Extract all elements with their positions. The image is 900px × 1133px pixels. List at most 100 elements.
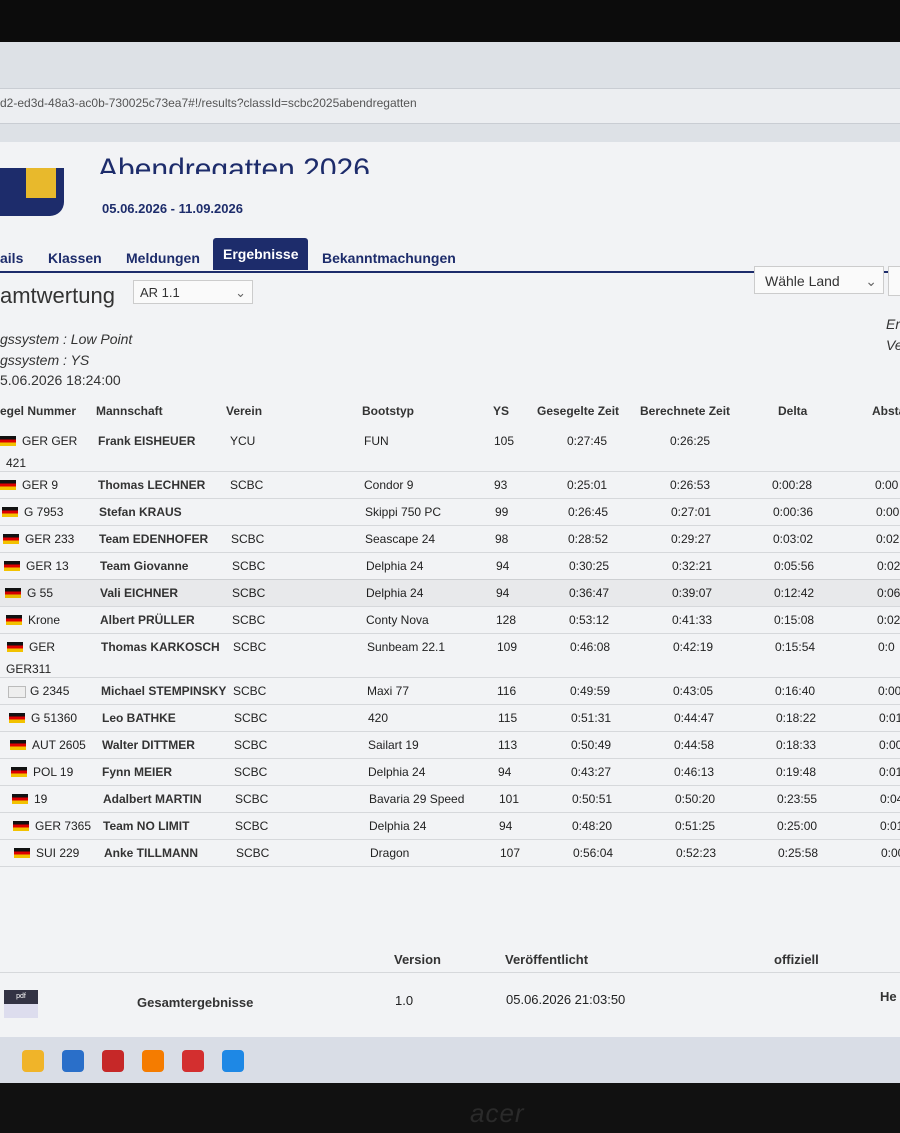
cell-club: SCBC	[235, 819, 269, 833]
search-box[interactable]	[888, 266, 900, 296]
taskbar-icon[interactable]	[222, 1050, 244, 1072]
flag	[4, 561, 20, 571]
cell-boat: Bavaria 29 Speed	[369, 792, 465, 806]
race-select[interactable]: AR 1.1 ⌄	[133, 280, 253, 304]
cell-sailed: 0:50:49	[571, 738, 612, 752]
cell-crew: Team NO LIMIT	[103, 819, 190, 833]
sail-number-wrap: 421	[6, 456, 27, 470]
sail-number: G 55	[27, 586, 54, 600]
cell-ys: 94	[499, 819, 513, 833]
info-right: Ve	[886, 337, 900, 353]
taskbar-icon[interactable]	[102, 1050, 124, 1072]
nav-tab[interactable]: Klassen	[48, 250, 102, 266]
row-divider	[0, 839, 900, 840]
cell-ys: 98	[495, 532, 509, 546]
column-header: Berechnete Zeit	[640, 404, 731, 418]
taskbar-icon[interactable]	[22, 1050, 44, 1072]
sail-number: Krone	[28, 613, 61, 627]
column-header: egel Nummer	[0, 404, 77, 418]
cell-boat: Dragon	[370, 846, 410, 860]
cell-boat: Skippi 750 PC	[365, 505, 442, 519]
cell-crew: Walter DITTMER	[102, 738, 195, 752]
cell-computed: 0:46:13	[674, 765, 715, 779]
cell-computed: 0:43:05	[673, 684, 714, 698]
cell-computed: 0:26:53	[670, 478, 711, 492]
cell-ys: 115	[498, 711, 518, 725]
sail-number: GER	[29, 640, 56, 654]
nav-tab[interactable]: Ergebnisse	[213, 238, 309, 270]
event-title: Abendregatten 2026	[98, 153, 370, 174]
cell-sailed: 0:48:20	[572, 819, 613, 833]
cell-gap: 0:02	[877, 559, 900, 573]
cell-club: SCBC	[232, 559, 266, 573]
cell-computed: 0:27:01	[671, 505, 712, 519]
cell-gap: 0:02	[877, 613, 900, 627]
flag	[14, 848, 30, 858]
cell-boat: Sunbeam 22.1	[367, 640, 446, 654]
cell-sailed: 0:49:59	[570, 684, 611, 698]
nav-tab[interactable]: Bekanntmachungen	[322, 250, 456, 266]
logo-accent	[26, 168, 56, 198]
row-divider	[0, 606, 900, 607]
cell-ys: 107	[500, 846, 521, 860]
doc-name[interactable]: Gesamtergebnisse	[137, 995, 254, 1010]
cell-computed: 0:29:27	[671, 532, 712, 546]
cell-sailed: 0:36:47	[569, 586, 610, 600]
cell-gap: 0:01	[879, 765, 900, 779]
cell-crew: Thomas LECHNER	[98, 478, 206, 492]
cell-computed: 0:41:33	[672, 613, 713, 627]
sail-number: GER 9	[22, 478, 59, 492]
cell-gap: 0:00	[875, 478, 899, 492]
pdf-icon[interactable]: pdf	[4, 990, 38, 1018]
nav-tab[interactable]: Meldungen	[126, 250, 200, 266]
flag	[10, 740, 26, 750]
cell-crew: Stefan KRAUS	[99, 505, 182, 519]
flag	[9, 713, 25, 723]
cell-computed: 0:39:07	[672, 586, 713, 600]
cell-crew: Adalbert MARTIN	[103, 792, 202, 806]
cell-computed: 0:32:21	[672, 559, 713, 573]
address-bar[interactable]	[0, 88, 900, 124]
column-header: Delta	[778, 404, 808, 418]
cell-gap: 0:00	[881, 846, 900, 860]
cell-delta: 0:15:54	[775, 640, 816, 654]
cell-sailed: 0:46:08	[570, 640, 611, 654]
flag	[12, 794, 28, 804]
column-header: Bootstyp	[362, 404, 414, 418]
taskbar	[0, 1037, 900, 1083]
cell-sailed: 0:43:27	[571, 765, 612, 779]
sail-number: GER 13	[26, 559, 69, 573]
taskbar-icon[interactable]	[142, 1050, 164, 1072]
nav-underline	[0, 271, 900, 273]
cell-delta: 0:15:08	[774, 613, 815, 627]
chevron: ⌄	[235, 285, 246, 300]
cell-sailed: 0:50:51	[572, 792, 613, 806]
cell-ys: 116	[497, 684, 517, 698]
cell-sailed: 0:27:45	[567, 434, 608, 448]
taskbar-icon[interactable]	[182, 1050, 204, 1072]
nav-tab[interactable]: ails	[0, 250, 24, 266]
cell-sailed: 0:25:01	[567, 478, 608, 492]
cell-club: SCBC	[232, 586, 266, 600]
cell-computed: 0:52:23	[676, 846, 717, 860]
flag	[0, 480, 16, 490]
cell-crew: Anke TILLMANN	[104, 846, 198, 860]
sail-number: GER 233	[25, 532, 75, 546]
flag	[2, 507, 18, 517]
cell-gap: 0:00	[879, 738, 900, 752]
cell-ys: 99	[495, 505, 509, 519]
select-value: AR 1.1	[140, 285, 180, 300]
sail-number-wrap: GER311	[6, 662, 52, 676]
flag	[8, 686, 26, 698]
cell-club: SCBC	[231, 532, 265, 546]
taskbar-icon[interactable]	[62, 1050, 84, 1072]
cell-boat: Conty Nova	[366, 613, 429, 627]
flag	[13, 821, 29, 831]
cell-crew: Team EDENHOFER	[99, 532, 209, 546]
country-select[interactable]: Wähle Land ⌄	[754, 266, 884, 294]
cell-crew: Thomas KARKOSCH	[101, 640, 220, 654]
row-divider	[0, 471, 900, 472]
cell-boat: Delphia 24	[366, 559, 424, 573]
column-header: Verein	[226, 404, 263, 418]
